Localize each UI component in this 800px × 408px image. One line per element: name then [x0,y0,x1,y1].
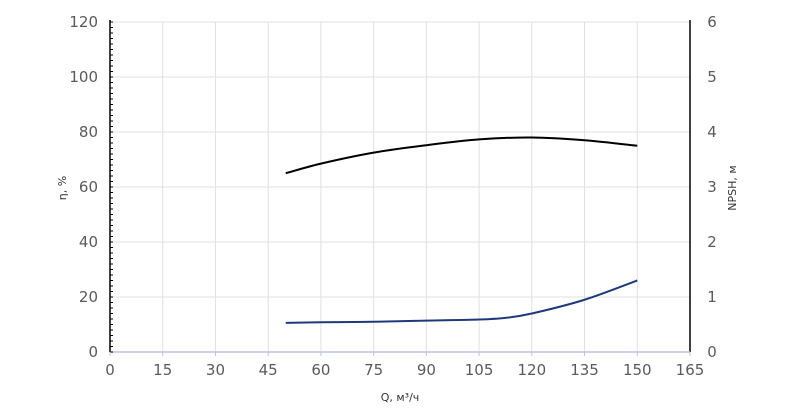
y2-tick-label: 4 [707,123,717,141]
y-tick-label: 0 [88,343,98,361]
x-tick-label: 120 [517,361,546,379]
x-tick-label: 135 [570,361,599,379]
x-axis-title: Q, м³/ч [381,391,420,404]
series-lines [285,136,638,324]
x-tick-label: 60 [311,361,330,379]
x-tick-label: 75 [364,361,383,379]
efficiency-series-line [285,136,638,175]
x-tick-label: 150 [623,361,652,379]
x-tick-label: 105 [465,361,494,379]
x-tick-label: 165 [676,361,705,379]
y2-axis-title: NPSH, м [726,165,739,210]
y2-tick-label: 0 [707,343,717,361]
y-tick-label: 40 [79,233,98,251]
y-tick-label: 120 [69,13,98,31]
y-tick-label: 80 [79,123,98,141]
x-tick-label: 0 [105,361,115,379]
y-tick-label: 20 [79,288,98,306]
y2-tick-label: 2 [707,233,717,251]
y2-tick-label: 3 [707,178,717,196]
axes [109,20,691,356]
tick-labels: 0 15 30 45 60 75 90 105 120 135 150 165020406080100… [69,13,716,379]
x-tick-label: 90 [417,361,436,379]
y2-tick-label: 5 [707,68,717,86]
x-tick-label: 30 [206,361,225,379]
npsh-series-line [285,279,638,324]
grid-lines [110,21,691,352]
y2-tick-label: 1 [707,288,717,306]
x-tick-label: 15 [153,361,172,379]
y-tick-label: 60 [79,178,98,196]
x-tick-label: 45 [259,361,278,379]
y-tick-label: 100 [69,68,98,86]
y2-tick-label: 6 [707,13,717,31]
y-axis-title: η, % [56,176,69,200]
